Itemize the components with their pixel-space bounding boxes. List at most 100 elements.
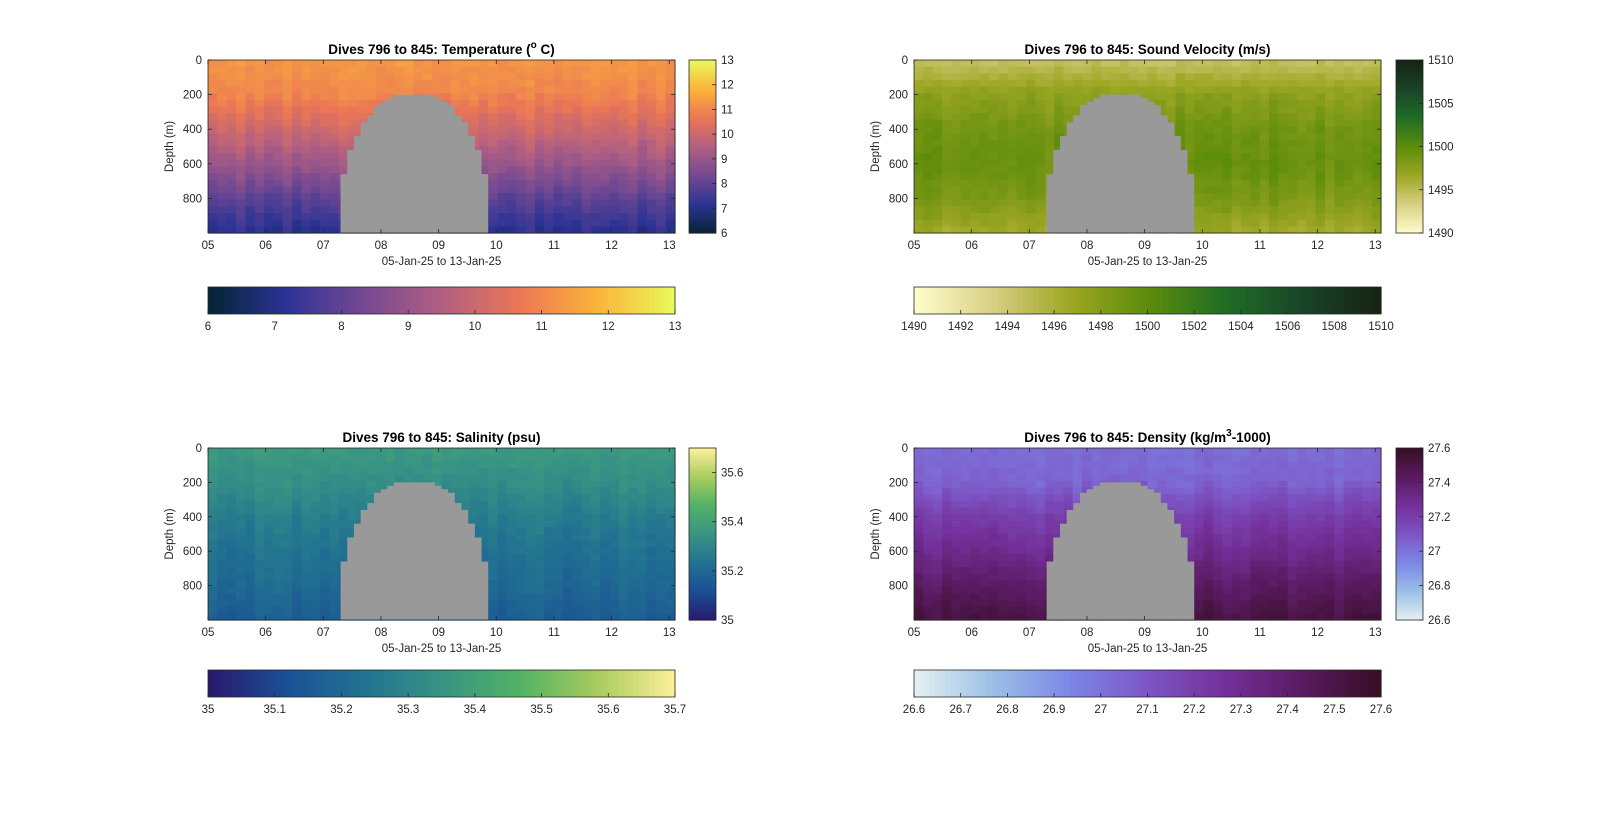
heatmap-cell: [665, 494, 676, 502]
heatmap-cell: [1203, 106, 1214, 114]
colorbar-segment: [1396, 230, 1423, 234]
x-tick-label: 06: [965, 240, 978, 252]
heatmap-cell: [1306, 186, 1317, 194]
heatmap-cell: [478, 66, 489, 74]
heatmap-cell: [1306, 166, 1317, 174]
heatmap-cell: [338, 448, 349, 456]
heatmap-cell: [572, 540, 583, 548]
colorbar-segment: [689, 149, 716, 153]
bottom-colorbar: 6 7 8 9 10 11 12 13: [205, 286, 681, 333]
heatmap-cell: [1203, 226, 1214, 234]
heatmap-cell: [914, 219, 924, 227]
y-tick-label: 0: [902, 55, 908, 67]
heatmap-cell: [951, 79, 962, 88]
heatmap-cell: [488, 219, 499, 227]
heatmap-cell: [1231, 173, 1242, 181]
heatmap-cell: [236, 113, 246, 121]
heatmap-cell: [310, 567, 321, 575]
heatmap-cell: [292, 534, 302, 542]
colorbar-segment: [534, 287, 541, 314]
data-gap-step: [454, 503, 462, 620]
heatmap-cell: [923, 534, 934, 542]
heatmap-cell: [618, 159, 629, 168]
data-gap-step: [1140, 98, 1148, 233]
colorbar-segment: [431, 287, 437, 314]
heatmap-cell: [245, 461, 256, 469]
heatmap-cell: [1044, 146, 1055, 154]
heatmap-cell: [488, 567, 499, 575]
colorbar-segment: [1038, 287, 1045, 314]
x-tick-label: 11: [1254, 240, 1266, 252]
heatmap-cell: [1128, 73, 1139, 81]
heatmap-cell: [951, 567, 962, 575]
heatmap-cell: [1063, 60, 1074, 68]
heatmap-cell: [1250, 146, 1261, 154]
heatmap-cell: [432, 467, 443, 476]
heatmap-cell: [357, 79, 368, 88]
heatmap-cell: [413, 79, 424, 88]
heatmap-cell: [1026, 126, 1037, 134]
heatmap-cell: [310, 487, 321, 495]
colorbar-tick-label: 8: [721, 179, 727, 191]
heatmap-cell: [665, 527, 676, 535]
heatmap-cell: [1362, 173, 1373, 181]
colorbar-segment: [623, 287, 629, 314]
heatmap-cell: [637, 146, 648, 154]
heatmap-cell: [525, 606, 536, 614]
colorbar-segment: [275, 287, 282, 314]
heatmap-cell: [320, 553, 331, 562]
colorbar-segment: [633, 287, 640, 314]
heatmap-cell: [1184, 106, 1195, 114]
heatmap-cell: [600, 93, 611, 101]
heatmap-cell: [1343, 60, 1354, 68]
heatmap-cell: [478, 146, 489, 154]
heatmap-cell: [998, 99, 1008, 108]
heatmap-cell: [506, 146, 517, 154]
heatmap-cell: [310, 527, 321, 535]
heatmap-cell: [1296, 79, 1307, 88]
heatmap-cell: [1324, 166, 1335, 174]
heatmap-cell: [1334, 139, 1345, 148]
heatmap-cell: [553, 219, 564, 227]
heatmap-cell: [1278, 99, 1289, 108]
heatmap-cell: [942, 199, 952, 207]
heatmap-cell: [960, 553, 971, 562]
heatmap-cell: [329, 448, 340, 456]
heatmap-cell: [942, 481, 952, 489]
heatmap-cell: [618, 573, 629, 581]
heatmap-cell: [590, 133, 601, 141]
heatmap-cell: [516, 199, 527, 207]
heatmap-cell: [1016, 99, 1027, 108]
heatmap-cell: [329, 139, 340, 148]
heatmap-cell: [450, 99, 461, 108]
heatmap-cell: [1044, 133, 1055, 141]
heatmap-cell: [600, 454, 611, 462]
heatmap-cell: [217, 540, 228, 548]
heatmap-cell: [273, 481, 284, 489]
heatmap-cell: [951, 60, 962, 68]
heatmap-cell: [1315, 86, 1326, 94]
heatmap-cell: [1026, 461, 1037, 469]
colorbar-segment: [638, 287, 645, 314]
heatmap-cell: [1231, 93, 1242, 101]
heatmap-cell: [637, 106, 648, 114]
heatmap-cell: [1250, 186, 1261, 194]
heatmap-cell: [609, 106, 620, 114]
colorbar-segment: [689, 77, 716, 81]
heatmap-cell: [998, 593, 1008, 601]
heatmap-cell: [1184, 159, 1195, 168]
heatmap-cell: [292, 593, 302, 601]
heatmap-cell: [516, 79, 527, 88]
heatmap-cell: [301, 560, 312, 568]
heatmap-cell: [1035, 166, 1046, 174]
heatmap-cell: [998, 206, 1008, 214]
colorbar-tick-label: 9: [405, 321, 411, 333]
heatmap-cell: [264, 567, 274, 575]
colorbar-segment: [1396, 71, 1423, 76]
colorbar-segment: [689, 198, 716, 202]
heatmap-cell: [1016, 213, 1027, 221]
heatmap-cell: [1203, 186, 1214, 194]
heatmap-cell: [1315, 139, 1326, 148]
heatmap-cell: [1362, 139, 1373, 148]
heatmap-cell: [572, 494, 583, 502]
